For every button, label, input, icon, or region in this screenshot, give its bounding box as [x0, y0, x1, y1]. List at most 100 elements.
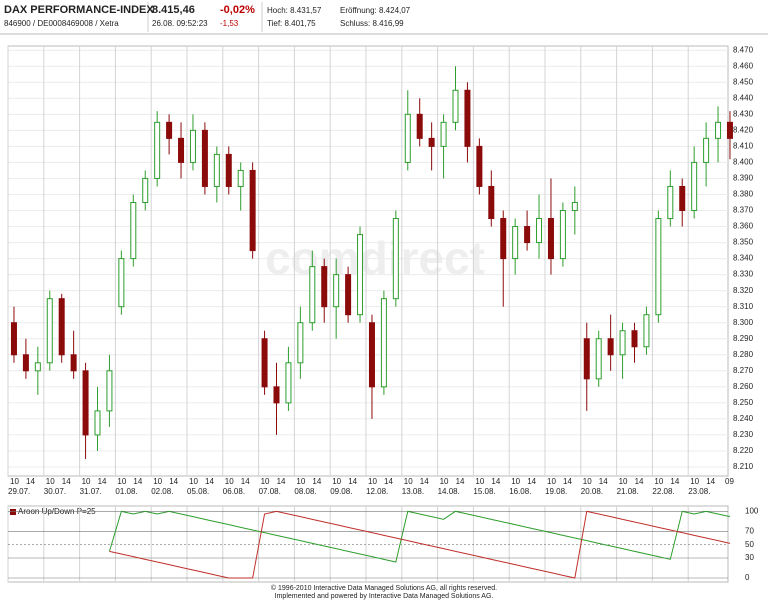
x-date-label: 08.08. — [294, 487, 316, 496]
x-hour-label: 14 — [62, 477, 71, 486]
change: -1,53 — [220, 19, 239, 28]
x-hour-label: 10 — [225, 477, 234, 486]
candle-body — [452, 89, 459, 123]
x-hour-label: 14 — [420, 477, 429, 486]
candle-body — [703, 137, 710, 163]
candle-body — [512, 226, 519, 260]
y-tick-label: 8.270 — [733, 366, 754, 375]
candle-body — [46, 298, 53, 364]
x-hour-label: 14 — [670, 477, 679, 486]
y-tick-label: 8.300 — [733, 318, 754, 327]
y-tick-label: 8.470 — [733, 45, 754, 54]
x-hour-label: 09 — [725, 477, 734, 486]
x-hour-label: 10 — [82, 477, 91, 486]
x-hour-label: 10 — [440, 477, 449, 486]
x-hour-label: 10 — [511, 477, 520, 486]
x-hour-label: 14 — [527, 477, 536, 486]
candle-body — [464, 89, 471, 147]
x-hour-label: 14 — [312, 477, 321, 486]
candle-body — [380, 298, 387, 388]
y-tick-label: 8.330 — [733, 270, 754, 279]
x-date-label: 30.07. — [44, 487, 66, 496]
x-hour-label: 14 — [456, 477, 465, 486]
x-hour-label: 10 — [654, 477, 663, 486]
x-hour-label: 14 — [384, 477, 393, 486]
x-date-label: 31.07. — [80, 487, 102, 496]
y-tick-label: 100 — [745, 506, 759, 515]
price: 8.415,46 — [152, 4, 195, 16]
candle-body — [559, 210, 566, 260]
x-hour-label: 10 — [117, 477, 126, 486]
x-hour-label: 10 — [10, 477, 19, 486]
candle-body — [249, 169, 256, 252]
candle-body — [309, 266, 316, 324]
x-hour-label: 14 — [98, 477, 107, 486]
x-date-label: 06.08. — [223, 487, 245, 496]
candle-body — [392, 218, 399, 300]
candle-body — [428, 137, 435, 147]
footer: © 1996-2010 Interactive Data Managed Sol… — [271, 584, 497, 592]
x-hour-label: 10 — [296, 477, 305, 486]
y-tick-label: 8.290 — [733, 334, 754, 343]
candle-body — [404, 113, 411, 163]
high: Hoch: 8.431,57 — [267, 6, 322, 15]
y-tick-label: 50 — [745, 540, 754, 549]
y-tick-label: 8.320 — [733, 286, 754, 295]
x-hour-label: 14 — [563, 477, 572, 486]
candle-body — [237, 169, 244, 187]
y-tick-label: 8.250 — [733, 398, 754, 407]
candle-body — [547, 218, 554, 260]
candle-body — [655, 218, 662, 316]
x-date-label: 13.08. — [402, 487, 424, 496]
x-date-label: 07.08. — [259, 487, 281, 496]
candle-body — [333, 274, 340, 308]
y-tick-label: 8.390 — [733, 174, 754, 183]
x-hour-label: 14 — [635, 477, 644, 486]
x-hour-label: 14 — [169, 477, 178, 486]
candle-body — [631, 330, 638, 348]
x-hour-label: 10 — [332, 477, 341, 486]
x-hour-label: 14 — [241, 477, 250, 486]
y-tick-label: 8.280 — [733, 350, 754, 359]
y-tick-label: 30 — [745, 553, 754, 562]
candle-body — [154, 121, 161, 179]
x-date-label: 23.08. — [688, 487, 710, 496]
candle-body — [285, 362, 292, 404]
candle-body — [297, 322, 304, 364]
candle-body — [58, 298, 65, 356]
x-date-label: 02.08. — [151, 487, 173, 496]
timestamp: 26.08. 09:52:23 — [152, 19, 208, 28]
y-tick-label: 8.410 — [733, 141, 754, 150]
candle-body — [583, 338, 590, 380]
candle-body — [500, 218, 507, 260]
y-tick-label: 8.440 — [733, 93, 754, 102]
candle-body — [667, 185, 674, 220]
y-tick-label: 8.210 — [733, 462, 754, 471]
y-tick-label: 8.370 — [733, 206, 754, 215]
candle-body — [201, 129, 208, 187]
y-tick-label: 8.450 — [733, 77, 754, 86]
x-date-label: 22.08. — [652, 487, 674, 496]
x-hour-label: 14 — [277, 477, 286, 486]
candle-body — [273, 386, 280, 404]
candle-body — [357, 234, 364, 316]
candle-body — [571, 201, 578, 212]
x-hour-label: 10 — [189, 477, 198, 486]
candle-body — [82, 370, 89, 436]
candle-body — [595, 338, 602, 380]
x-date-label: 16.08. — [509, 487, 531, 496]
candle-body — [142, 177, 149, 203]
candle-body — [213, 153, 220, 187]
aroon-line — [109, 510, 731, 579]
candle-body — [476, 145, 483, 187]
candle-body — [34, 362, 41, 372]
candle-body — [607, 338, 614, 356]
x-hour-label: 10 — [690, 477, 699, 486]
x-hour-label: 14 — [133, 477, 142, 486]
y-tick-label: 8.360 — [733, 222, 754, 231]
candle-body — [416, 113, 423, 139]
candle-body — [178, 137, 185, 163]
candle-body — [643, 314, 650, 348]
y-tick-label: 8.310 — [733, 302, 754, 311]
